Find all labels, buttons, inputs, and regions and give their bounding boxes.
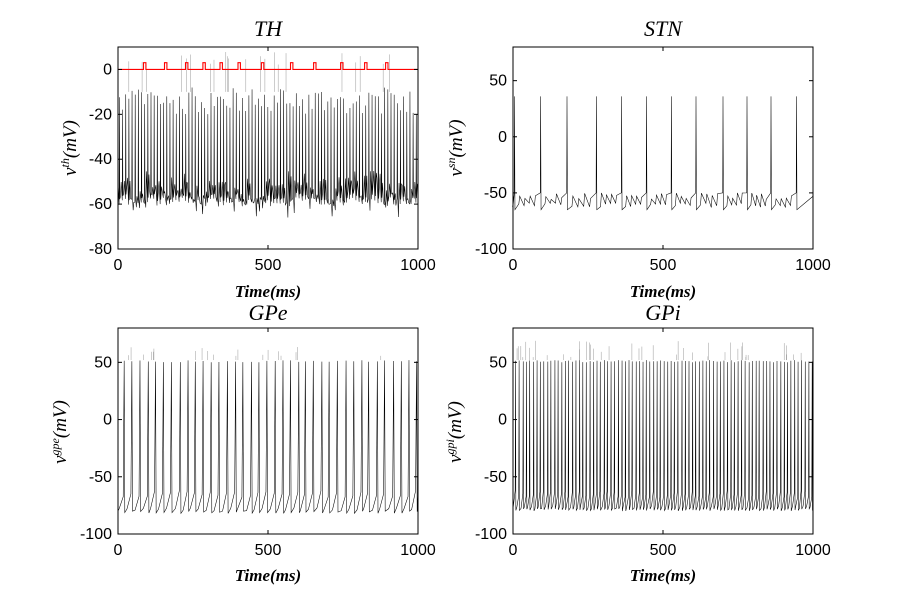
gpi-ylabel-sup: gpi: [443, 439, 457, 454]
stn-ytick-label: -50: [484, 185, 507, 202]
gpe-ytick-label: -50: [89, 469, 112, 486]
gpe-ylabel-unit: (mV): [50, 400, 71, 438]
gpi-ytick-label: 0: [498, 412, 507, 429]
gpi-xtick-label: 500: [650, 542, 677, 559]
stn-xtick-label: 500: [650, 257, 677, 274]
th-ylabel-sup: th: [58, 158, 72, 167]
th-ytick-label: -80: [89, 241, 112, 258]
th-ytick-label: -60: [89, 196, 112, 213]
gpi-ylabel: vgpi(mV): [443, 401, 466, 463]
stn-title: STN: [644, 16, 683, 41]
stn-ylabel: vsn(mV): [444, 119, 467, 176]
th-plot-area: [117, 52, 418, 218]
th-ylabel: vth(mV): [58, 120, 81, 176]
th-ticks: 0 500 1000 -80 -60 -40 -20 0: [89, 47, 436, 274]
th-ytick-label: -40: [89, 151, 112, 168]
stn-ytick-label: -100: [475, 241, 507, 258]
stn-ylabel-base: v: [446, 168, 467, 177]
gpe-plot-area: [117, 347, 419, 515]
gpe-ytick-label: 0: [103, 412, 112, 429]
th-xtick-label: 500: [255, 257, 282, 274]
stn-xtick-label: 0: [509, 257, 518, 274]
gpi-plot-area: [512, 340, 814, 512]
panel-th: TH 0 500 1000 -80 -60 -40 -20 0 Time(ms) vth(mV…: [58, 16, 436, 301]
gpe-ylabel-base: v: [50, 455, 71, 464]
gpe-xtick-label: 500: [255, 542, 282, 559]
gpi-voltage-trace: [512, 360, 814, 512]
stn-xlabel: Time(ms): [630, 282, 696, 301]
th-stimulus-trace: [118, 62, 418, 70]
gpe-xtick-label: 0: [114, 542, 123, 559]
th-xtick-label: 1000: [400, 257, 436, 274]
gpi-title: GPi: [645, 300, 680, 325]
gpe-ytick-label: -100: [80, 526, 112, 543]
th-ytick-label: 0: [103, 61, 112, 78]
gpi-ticks: 0 500 1000 -100 -50 0 50: [475, 328, 831, 559]
gpe-ytick-label: 50: [94, 354, 112, 371]
gpe-xtick-label: 1000: [400, 542, 436, 559]
gpe-ylabel-sup: gpe: [48, 437, 62, 455]
stn-ticks: 0 500 1000 -100 -50 0 50: [475, 47, 831, 274]
gpi-xlabel: Time(ms): [630, 566, 696, 585]
stn-axes-frame: [512, 46, 814, 250]
gpe-xlabel: Time(ms): [235, 566, 301, 585]
gpi-ytick-label: 50: [489, 354, 507, 371]
th-xtick-label: 0: [114, 257, 123, 274]
gpi-ylabel-unit: (mV): [445, 401, 466, 439]
th-ytick-label: -20: [89, 106, 112, 123]
gpe-ylabel: vgpe(mV): [48, 400, 71, 464]
stn-ylabel-unit: (mV): [446, 119, 467, 157]
gpi-xtick-label: 0: [509, 542, 518, 559]
stn-xtick-label: 1000: [795, 257, 831, 274]
gpi-ytick-label: -100: [475, 526, 507, 543]
th-xlabel: Time(ms): [235, 282, 301, 301]
th-ylabel-unit: (mV): [60, 120, 81, 158]
gpe-ticks: 0 500 1000 -100 -50 0 50: [80, 328, 436, 559]
gpi-ylabel-base: v: [445, 454, 466, 463]
panel-gpi: GPi 0 500 1000 -100 -50 0 50 Time(ms) vgpi(mV): [443, 300, 831, 585]
gpi-ytick-label: -50: [484, 469, 507, 486]
gpe-voltage-trace: [117, 360, 419, 515]
stn-ylabel-sup: sn: [444, 157, 458, 168]
th-title: TH: [254, 16, 283, 41]
stn-voltage-trace: [512, 96, 814, 211]
stn-ytick-label: 50: [489, 73, 507, 90]
th-ylabel-base: v: [60, 167, 81, 176]
stn-ytick-label: 0: [498, 129, 507, 146]
panel-stn: STN 0 500 1000 -100 -50 0 50 Time(ms) vsn(mV): [444, 16, 831, 301]
panel-gpe: GPe 0 500 1000 -100 -50 0 50 Time(ms) vgpe(mV): [48, 300, 436, 585]
th-voltage-trace: [117, 87, 418, 218]
gpi-xtick-label: 1000: [795, 542, 831, 559]
gpe-title: GPe: [248, 300, 287, 325]
stn-plot-area: [512, 96, 814, 211]
